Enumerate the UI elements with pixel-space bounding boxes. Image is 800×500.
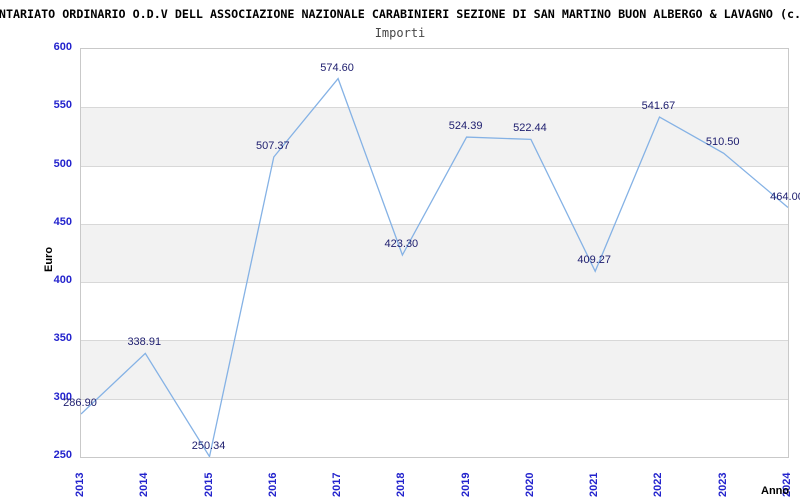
gridline — [81, 165, 788, 167]
x-axis-tick-label: 2014 — [138, 472, 151, 497]
plot-band — [81, 107, 788, 166]
gridline — [81, 107, 788, 109]
y-axis-tick-label: 600 — [53, 41, 72, 53]
x-axis-tick-label: 2022 — [652, 472, 665, 497]
x-axis-tick-label: 2016 — [266, 472, 279, 497]
chart-title: NTARIATO ORDINARIO O.D.V DELL ASSOCIAZIO… — [0, 7, 800, 21]
y-axis-tick-label: 300 — [53, 390, 72, 403]
data-point-label: 574.60 — [320, 61, 354, 74]
data-point-label: 507.37 — [255, 139, 290, 152]
plot-band — [81, 340, 788, 399]
data-point-label: 524.39 — [448, 120, 483, 133]
x-axis-tick-label: 2021 — [588, 472, 601, 497]
gridline — [81, 282, 788, 284]
x-axis-tick-label: 2015 — [202, 472, 215, 497]
chart-subtitle: Importi — [374, 26, 426, 40]
data-point-label: 510.50 — [705, 136, 740, 149]
data-point-label: 409.27 — [577, 254, 611, 267]
data-point-label: 286.90 — [63, 396, 97, 409]
x-axis-tick-label: 2013 — [74, 472, 86, 497]
y-axis-tick-label: 400 — [53, 274, 72, 287]
data-point-label: 423.30 — [384, 237, 419, 250]
y-axis-tick-label: 450 — [53, 215, 72, 228]
data-point-label: 338.91 — [127, 336, 162, 349]
x-axis-tick-label: 2018 — [395, 472, 408, 497]
gridline — [81, 223, 788, 225]
data-point-label: 541.67 — [641, 99, 676, 112]
gridline — [81, 340, 788, 342]
data-point-label: 464.00 — [770, 190, 800, 203]
plot-band — [81, 223, 788, 283]
y-axis-tick-label: 350 — [53, 332, 72, 345]
x-axis-title: Anno — [761, 485, 790, 497]
y-axis-title: Euro — [43, 246, 55, 272]
gridline — [81, 398, 788, 400]
plot-area — [80, 48, 789, 458]
y-axis-tick-label: 550 — [53, 99, 72, 112]
x-axis-tick-label: 2023 — [716, 472, 729, 497]
x-axis-tick-label: 2017 — [331, 472, 344, 497]
data-point-label: 250.34 — [191, 439, 226, 452]
y-axis-tick-label: 500 — [53, 157, 72, 170]
series-line — [81, 77, 788, 457]
y-axis-tick-label: 250 — [53, 449, 72, 461]
series-line-svg — [81, 77, 788, 457]
data-point-label: 522.44 — [513, 122, 547, 135]
x-axis-tick-label: 2019 — [459, 472, 472, 497]
x-axis-tick-label: 2020 — [523, 472, 536, 497]
